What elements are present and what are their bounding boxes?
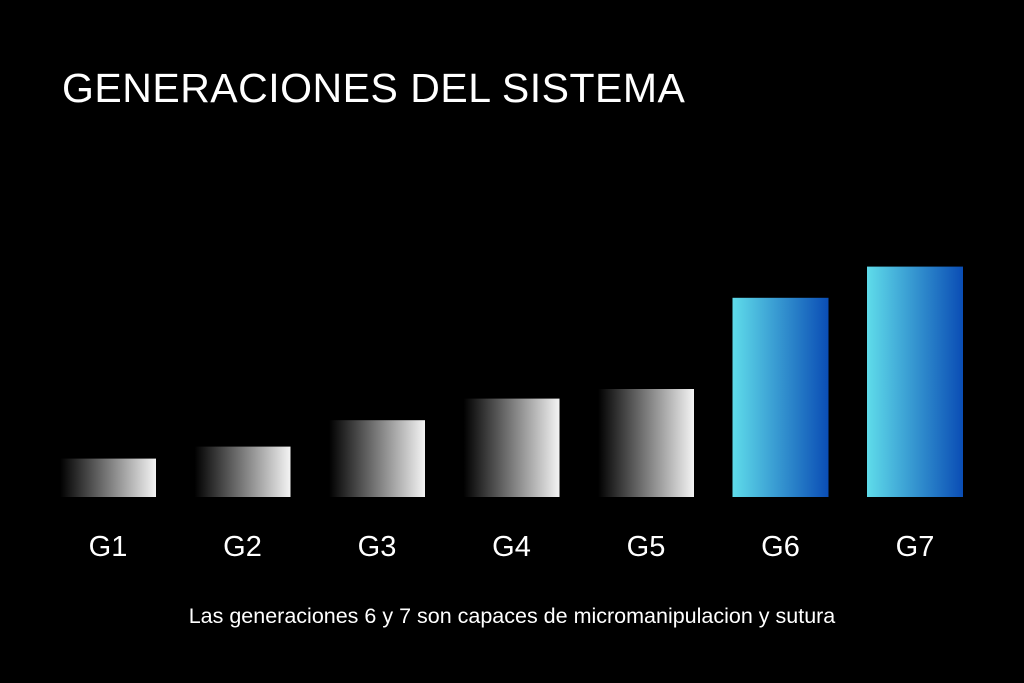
x-tick-label-g1: G1 bbox=[89, 531, 128, 563]
bar-g3 bbox=[329, 420, 425, 497]
bar-g1 bbox=[60, 458, 156, 497]
bars-group bbox=[60, 266, 963, 497]
bar-g6 bbox=[732, 297, 829, 497]
bar-g5 bbox=[598, 389, 694, 497]
x-tick-label-g3: G3 bbox=[358, 531, 397, 563]
bar-g7 bbox=[867, 266, 963, 497]
x-tick-label-g6: G6 bbox=[761, 531, 800, 563]
x-tick-label-g5: G5 bbox=[627, 531, 666, 563]
chart-title: GENERACIONES DEL SISTEMA bbox=[62, 65, 686, 111]
x-tick-labels: G1 G2 G3 G4 G5 G6 G7 bbox=[89, 531, 935, 563]
x-tick-label-g7: G7 bbox=[896, 531, 935, 563]
chart-caption: Las generaciones 6 y 7 son capaces de mi… bbox=[188, 604, 836, 628]
bar-g2 bbox=[194, 446, 291, 497]
x-tick-label-g2: G2 bbox=[223, 531, 262, 563]
bar-chart: G1 G2 G3 G4 G5 G6 G7 bbox=[60, 266, 963, 563]
bar-g4 bbox=[463, 398, 560, 497]
x-tick-label-g4: G4 bbox=[492, 531, 531, 563]
